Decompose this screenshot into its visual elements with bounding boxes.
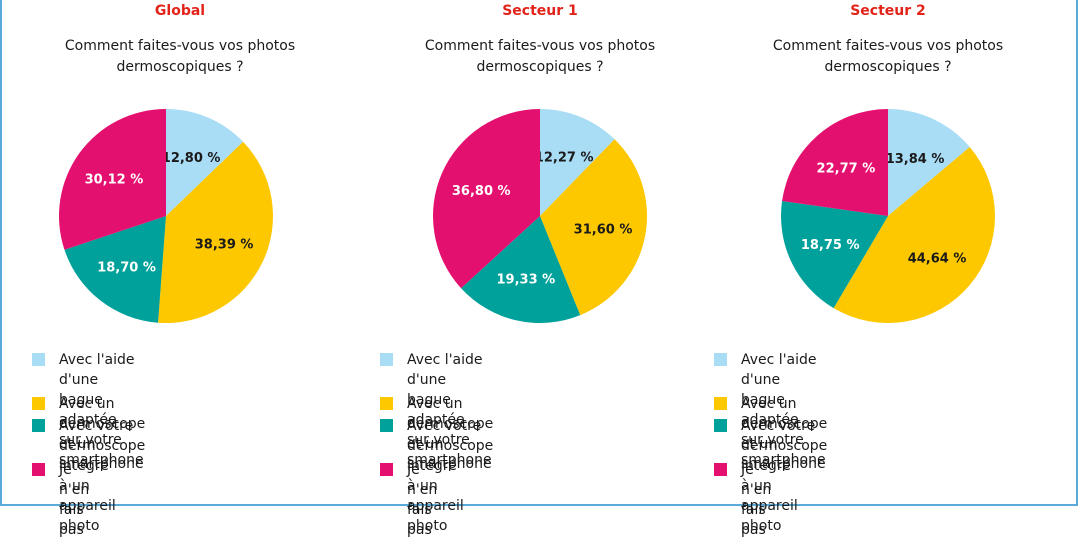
chart-panel-2: Secteur 1 Comment faites-vous vos photos … bbox=[360, 0, 720, 538]
legend-label: Avec l'aide d'une bague adaptée sur votr… bbox=[741, 352, 826, 468]
pie-slice bbox=[833, 146, 995, 323]
pie-slice bbox=[433, 109, 540, 289]
slice-data-label: 12,80 % bbox=[162, 151, 221, 166]
slice-data-label: 44,64 % bbox=[908, 251, 967, 266]
legend-item: Avec un dermoscope et un smartphone bbox=[32, 394, 145, 474]
pie-slice bbox=[64, 216, 166, 323]
legend-swatch bbox=[32, 353, 45, 366]
chart-question: Comment faites-vous vos photos dermoscop… bbox=[772, 38, 1004, 75]
pie-slice bbox=[166, 109, 244, 216]
legend-item: Je n'en fais pas bbox=[380, 460, 437, 540]
legend-item: Avec l'aide d'une bague adaptée sur votr… bbox=[32, 350, 144, 470]
slice-data-label: 13,84 % bbox=[886, 152, 945, 167]
legend-swatch bbox=[32, 397, 45, 410]
legend-swatch bbox=[714, 397, 727, 410]
slice-data-label: 12,27 % bbox=[535, 151, 594, 166]
pie-slice bbox=[158, 141, 273, 323]
pie-slice bbox=[540, 109, 615, 216]
figure-frame bbox=[0, 0, 1078, 506]
pie-slice bbox=[540, 139, 647, 316]
slice-data-label: 18,70 % bbox=[97, 261, 156, 276]
slice-data-label: 19,33 % bbox=[497, 273, 556, 288]
pie-slice bbox=[888, 109, 970, 216]
legend-label: Avec l'aide d'une bague adaptée sur votr… bbox=[407, 352, 492, 468]
legend-item: Je n'en fais pas bbox=[32, 460, 89, 540]
chart-title: Secteur 2 bbox=[850, 3, 926, 19]
slice-data-label: 18,75 % bbox=[801, 238, 860, 253]
legend-item: Avec l'aide d'une bague adaptée sur votr… bbox=[714, 350, 826, 470]
legend-label: Je n'en fais pas bbox=[59, 462, 90, 538]
legend-swatch bbox=[380, 419, 393, 432]
legend-item: Avec l'aide d'une bague adaptée sur votr… bbox=[380, 350, 492, 470]
slice-data-label: 30,12 % bbox=[85, 172, 144, 187]
chart-title: Global bbox=[154, 3, 206, 19]
legend-swatch bbox=[714, 463, 727, 476]
legend-item: Avec un dermoscope et un smartphone bbox=[380, 394, 493, 474]
legend-label: Avec un dermoscope et un smartphone bbox=[741, 396, 828, 472]
chart-panel-3: Secteur 2 Comment faites-vous vos photos … bbox=[708, 0, 1068, 538]
pie-chart: 12,27 % 31,60 % 19,33 % 36,80 % bbox=[433, 109, 647, 323]
legend-label: Avec un dermoscope et un smartphone bbox=[59, 396, 146, 472]
legend-label: Je n'en fais pas bbox=[407, 462, 438, 538]
legend-swatch bbox=[380, 397, 393, 410]
slice-data-label: 31,60 % bbox=[574, 222, 633, 237]
legend-item: Je n'en fais pas bbox=[714, 460, 771, 540]
pie-slice bbox=[59, 109, 166, 250]
legend-swatch bbox=[380, 353, 393, 366]
legend-swatch bbox=[32, 419, 45, 432]
pie-chart: 12,80 % 38,39 % 18,70 % 30,12 % bbox=[59, 109, 273, 323]
chart-title: Secteur 1 bbox=[502, 3, 578, 19]
chart-question: Comment faites-vous vos photos dermoscop… bbox=[64, 38, 296, 75]
pie-slice bbox=[461, 216, 581, 323]
legend-swatch bbox=[714, 419, 727, 432]
slice-data-label: 38,39 % bbox=[195, 237, 254, 252]
slice-data-label: 22,77 % bbox=[817, 162, 876, 177]
pie-slice bbox=[782, 109, 888, 216]
pie-chart: 13,84 % 44,64 % 18,75 % 22,77 % bbox=[781, 109, 995, 323]
legend-item: Avec un dermoscope et un smartphone bbox=[714, 394, 827, 474]
pie-slice bbox=[781, 201, 888, 309]
legend-swatch bbox=[380, 463, 393, 476]
chart-panel-1: Global Comment faites-vous vos photos der… bbox=[0, 0, 360, 538]
legend-label: Je n'en fais pas bbox=[741, 462, 772, 538]
chart-question: Comment faites-vous vos photos dermoscop… bbox=[424, 38, 656, 75]
legend-swatch bbox=[32, 463, 45, 476]
legend-label: Avec l'aide d'une bague adaptée sur votr… bbox=[59, 352, 144, 468]
legend-swatch bbox=[714, 353, 727, 366]
slice-data-label: 36,80 % bbox=[452, 184, 511, 199]
legend-label: Avec un dermoscope et un smartphone bbox=[407, 396, 494, 472]
